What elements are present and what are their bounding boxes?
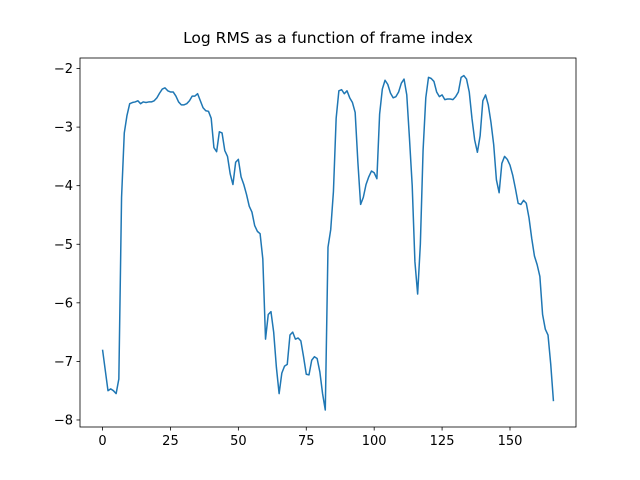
- y-tick-label: −8: [54, 413, 73, 428]
- line-series: [101, 74, 555, 411]
- x-tick-label: 75: [298, 434, 315, 449]
- chart-title: Log RMS as a function of frame index: [183, 29, 473, 47]
- x-tick-label: 150: [498, 434, 523, 449]
- x-tick-label: 25: [162, 434, 179, 449]
- y-tick-label: −7: [54, 355, 73, 370]
- x-tick-label: 0: [98, 434, 106, 449]
- y-tick-label: −6: [54, 296, 73, 311]
- y-tick-label: −4: [54, 179, 73, 194]
- x-tick-label: 50: [230, 434, 247, 449]
- x-tick-label: 125: [430, 434, 455, 449]
- y-tick-label: −5: [54, 238, 73, 253]
- y-tick-label: −2: [54, 62, 73, 77]
- plot-frame: [79, 57, 577, 428]
- y-tick-label: −3: [54, 121, 73, 136]
- x-tick-label: 100: [362, 434, 387, 449]
